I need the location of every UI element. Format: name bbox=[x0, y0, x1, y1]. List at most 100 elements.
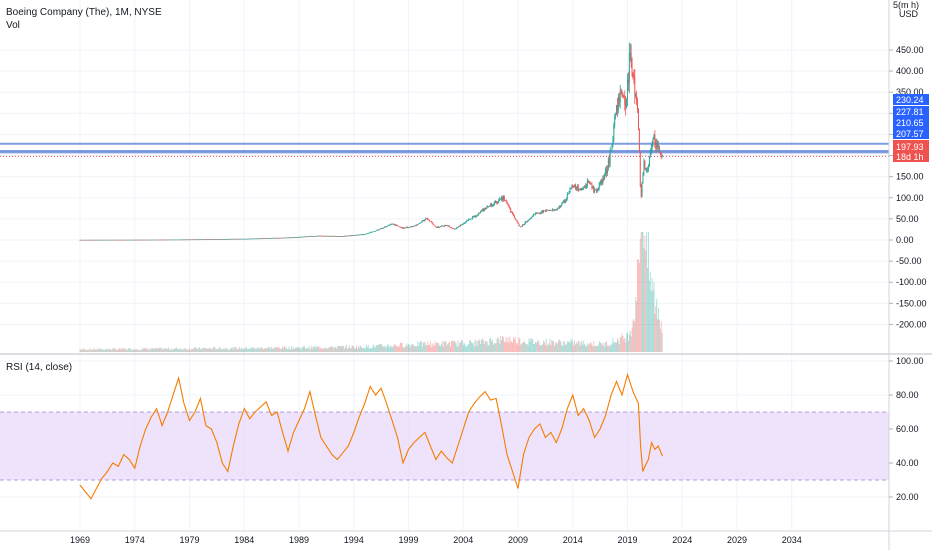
volume-bar bbox=[265, 348, 267, 352]
volume-bar bbox=[105, 349, 107, 352]
candle-body bbox=[216, 239, 218, 240]
candle-body bbox=[134, 239, 136, 241]
volume-bar bbox=[151, 347, 153, 352]
candle-body bbox=[465, 221, 467, 223]
volume-bar bbox=[490, 338, 492, 352]
candle-body bbox=[409, 226, 411, 228]
candle-body bbox=[234, 238, 236, 240]
rsi-legend[interactable]: RSI (14, close) bbox=[6, 362, 73, 373]
candle-body bbox=[419, 222, 421, 224]
candle-body bbox=[95, 239, 97, 241]
chart-title[interactable]: Boeing Company (The), 1M, NYSE bbox=[6, 7, 162, 18]
candle-body bbox=[356, 234, 358, 236]
candle-body bbox=[303, 236, 305, 238]
candle-body bbox=[600, 181, 602, 183]
candle-body bbox=[293, 237, 295, 238]
candle-body bbox=[283, 237, 285, 239]
volume-bar bbox=[383, 346, 385, 352]
volume-bar bbox=[409, 347, 411, 352]
candle-body bbox=[174, 239, 176, 241]
volume-bar bbox=[256, 348, 258, 352]
volume-bar bbox=[563, 340, 565, 352]
candle-body bbox=[210, 239, 211, 240]
volume-bar bbox=[175, 348, 177, 352]
volume-bar bbox=[481, 338, 483, 352]
candle-body bbox=[485, 207, 487, 210]
price-axis-label: 0.00 bbox=[896, 235, 914, 245]
volume-bar bbox=[279, 347, 281, 352]
candle-body bbox=[656, 143, 658, 148]
volume-bar bbox=[91, 349, 93, 352]
volume-bar bbox=[344, 349, 346, 352]
time-axis-label: 2019 bbox=[617, 535, 637, 545]
candle-body bbox=[126, 239, 127, 241]
candle-body bbox=[549, 209, 551, 211]
candle-body bbox=[586, 180, 588, 186]
volume-bar bbox=[590, 342, 592, 352]
candle-body bbox=[310, 236, 312, 237]
candle-body bbox=[190, 239, 192, 241]
candle-body bbox=[159, 239, 161, 241]
volume-legend[interactable]: Vol bbox=[6, 20, 20, 31]
volume-bar bbox=[113, 348, 115, 352]
volume-bar bbox=[168, 347, 170, 352]
volume-bar bbox=[575, 342, 577, 352]
volume-bar bbox=[169, 349, 171, 352]
candle-body bbox=[439, 226, 441, 228]
price-axis-label: 100.00 bbox=[896, 193, 924, 203]
rsi-layer bbox=[79, 372, 664, 500]
candle-body bbox=[410, 226, 412, 228]
volume-bar bbox=[442, 346, 444, 352]
candle-body bbox=[426, 218, 428, 219]
volume-bar bbox=[654, 314, 656, 352]
candle-body bbox=[176, 239, 178, 241]
candle-body bbox=[272, 237, 273, 239]
volume-bar bbox=[514, 336, 516, 352]
currency-label[interactable]: USD bbox=[899, 9, 919, 19]
volume-bar bbox=[548, 344, 550, 352]
volume-bar bbox=[431, 343, 433, 352]
candle-body bbox=[532, 215, 534, 217]
volume-bar bbox=[341, 346, 343, 352]
candle-body bbox=[86, 239, 88, 241]
volume-bar bbox=[361, 347, 363, 352]
volume-bar bbox=[333, 348, 335, 352]
candle-body bbox=[584, 185, 586, 188]
candle-body bbox=[114, 239, 116, 241]
scale-mode-label[interactable]: 5(m h) bbox=[893, 0, 919, 10]
volume-bar bbox=[553, 340, 555, 352]
volume-bar bbox=[371, 348, 373, 352]
volume-bar bbox=[632, 320, 634, 352]
candle-body bbox=[343, 236, 345, 237]
candle-body bbox=[339, 236, 341, 237]
volume-bar bbox=[550, 345, 552, 352]
volume-bar bbox=[97, 349, 99, 352]
volume-bar bbox=[112, 348, 114, 352]
volume-bar bbox=[304, 348, 306, 352]
level-lines-layer[interactable] bbox=[0, 142, 889, 157]
candle-body bbox=[432, 223, 434, 225]
candle-body bbox=[513, 215, 515, 218]
candle-body bbox=[140, 239, 142, 241]
volume-bar bbox=[543, 340, 545, 352]
candle-body bbox=[641, 182, 643, 197]
volume-bar bbox=[565, 344, 567, 352]
volume-bar bbox=[497, 337, 499, 352]
volume-bar bbox=[376, 345, 378, 352]
volume-bar bbox=[217, 349, 219, 352]
volume-bar bbox=[486, 341, 488, 352]
volume-bar bbox=[481, 340, 482, 352]
candle-body bbox=[463, 223, 465, 224]
volume-bar bbox=[199, 348, 201, 352]
volume-bar bbox=[413, 345, 415, 352]
candle-body bbox=[186, 239, 188, 241]
volume-bar bbox=[259, 348, 261, 352]
volume-bar bbox=[111, 349, 113, 352]
candle-body bbox=[355, 234, 357, 236]
volume-bar bbox=[99, 348, 101, 352]
candle-body bbox=[658, 145, 659, 147]
volume-bar bbox=[284, 346, 286, 352]
volume-bar bbox=[533, 343, 535, 352]
